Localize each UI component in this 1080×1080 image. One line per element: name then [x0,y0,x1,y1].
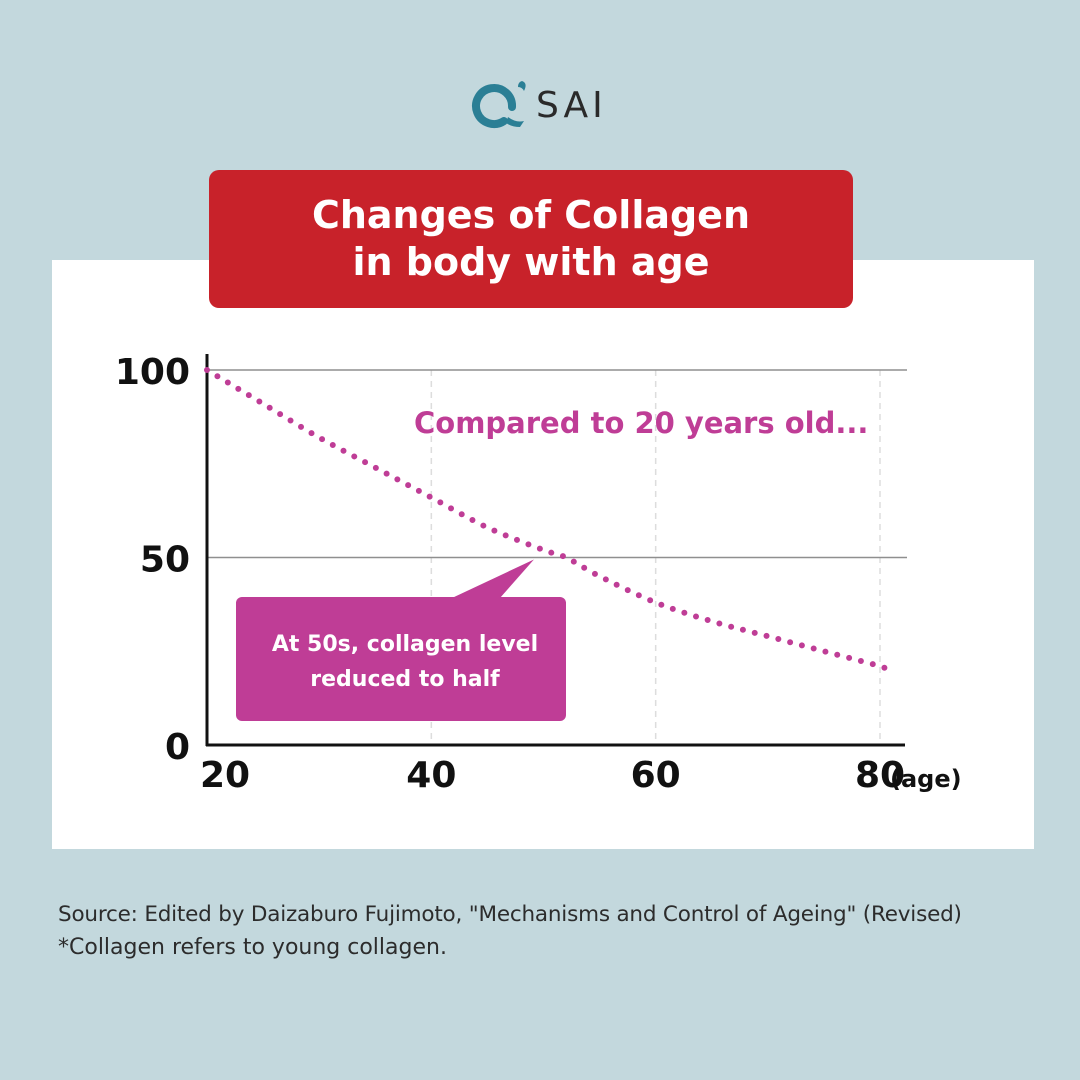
q-logo-icon [472,81,526,129]
x-tick-label: 20 [200,755,250,796]
chart-title-banner: Changes of Collagen in body with age [209,170,853,308]
x-tick-label: 80 [855,755,905,796]
y-tick-label: 50 [140,540,190,581]
callout-text-line2: reduced to half [310,667,500,692]
callout-box [236,597,566,721]
logo-wordmark: SAI [536,84,607,126]
callout-text-line1: At 50s, collagen level [272,632,538,657]
brand-logo: SAI [468,78,628,129]
callout-pointer [452,559,534,598]
x-tick-label: 60 [631,755,681,796]
chart-title-line1: Changes of Collagen [311,193,751,237]
chart-panel [52,260,1034,849]
footer: Source: Edited by Daizaburo Fujimoto, "M… [58,898,1048,964]
chart-title-line2: in body with age [352,240,710,284]
x-axis-label: (age) [890,765,962,793]
y-tick-label: 100 [115,352,190,393]
footnote: *Collagen refers to young collagen. [58,935,447,960]
annotation-compared: Compared to 20 years old... [414,406,868,440]
source-citation: Source: Edited by Daizaburo Fujimoto, "M… [58,902,962,927]
series-line-collagen [204,367,895,675]
x-tick-label: 40 [406,755,456,796]
y-tick-label: 0 [165,727,190,768]
